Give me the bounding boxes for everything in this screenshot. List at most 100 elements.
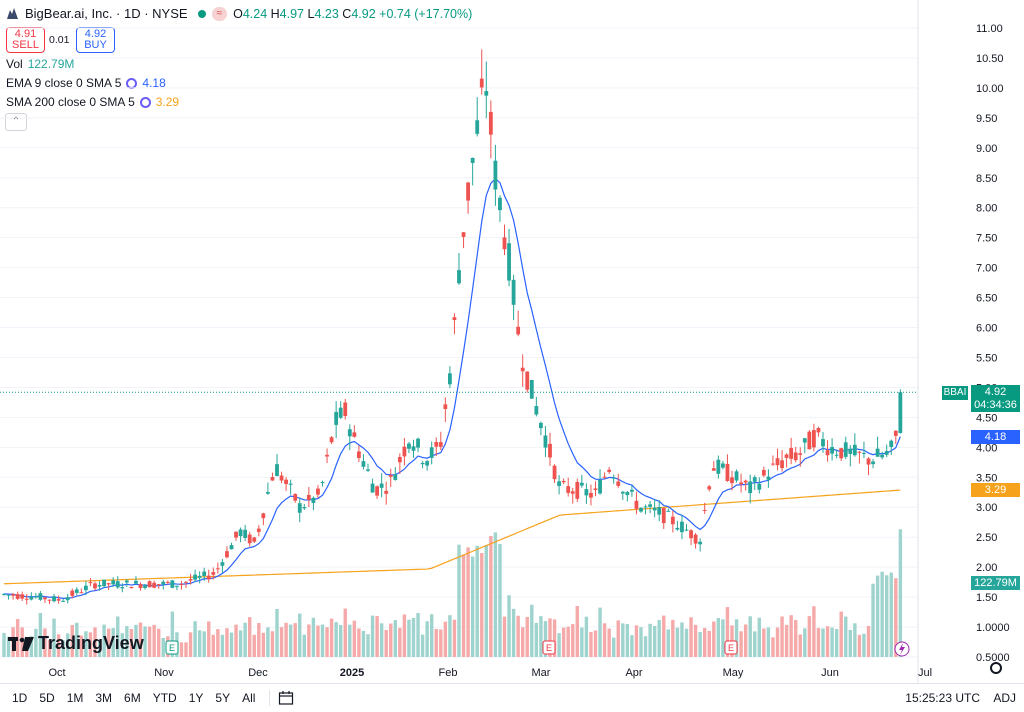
candle-body <box>193 574 197 580</box>
volume-bar <box>525 616 529 657</box>
indicator-value: 122.79M <box>27 57 75 71</box>
volume-bar <box>34 628 38 657</box>
branding-text: TradingView <box>38 633 144 653</box>
candle-body <box>138 583 143 589</box>
gear-icon[interactable] <box>990 662 1002 674</box>
calendar-range-icon[interactable] <box>278 690 294 706</box>
volume-bar <box>834 628 839 657</box>
candle-body <box>657 507 662 515</box>
volume-bar <box>548 618 552 657</box>
collapse-legend-button[interactable]: ⌃ <box>5 113 27 131</box>
volume-bar <box>284 622 288 657</box>
x-tick-label: Feb <box>439 667 458 679</box>
candle-body <box>175 585 179 587</box>
candle-body <box>579 482 584 486</box>
candle-body <box>97 584 102 587</box>
volume-bar <box>662 615 666 657</box>
range-3m[interactable]: 3M <box>95 691 113 705</box>
volume-bar <box>862 633 866 657</box>
indicator-volume[interactable]: Vol 122.79M <box>6 57 74 71</box>
range-1y[interactable]: 1Y <box>188 691 204 705</box>
volume-bar <box>84 631 88 657</box>
volume-bar <box>502 616 507 657</box>
indicator-sma[interactable]: SMA 200 close 0 SMA 5 3.29 <box>6 95 179 109</box>
candle-body <box>566 486 571 493</box>
countdown-tag: 04:34:36 <box>971 398 1020 412</box>
volume-bar <box>339 625 343 657</box>
volume-bar <box>243 622 247 657</box>
candle-body <box>689 530 693 539</box>
candle-body <box>252 537 257 542</box>
range-1m[interactable]: 1M <box>66 691 84 705</box>
earnings-flag-label: E <box>169 643 175 653</box>
x-tick-label: Jul <box>918 667 932 679</box>
candle-body <box>152 582 157 588</box>
candle-body <box>288 483 293 485</box>
volume-bar <box>20 627 24 657</box>
volume-bar <box>311 617 316 657</box>
volume-bar <box>480 552 484 657</box>
y-tick-label: 7.00 <box>976 263 997 275</box>
volume-bar <box>357 628 361 657</box>
candle-body <box>302 507 307 509</box>
volume-bar <box>120 633 124 657</box>
candle-body <box>170 580 175 588</box>
earnings-flag-icon <box>542 640 556 655</box>
volume-bar <box>325 627 329 657</box>
range-5d[interactable]: 5D <box>39 691 55 705</box>
range-ytd[interactable]: YTD <box>152 691 177 705</box>
candle-body <box>261 513 266 519</box>
candle-body <box>775 458 780 466</box>
range-5y[interactable]: 5Y <box>215 691 231 705</box>
volume-bar <box>298 613 302 657</box>
adj-toggle[interactable]: ADJ <box>993 691 1016 705</box>
candle-body <box>206 575 211 580</box>
volume-bar <box>716 618 721 657</box>
range-6m[interactable]: 6M <box>124 691 141 705</box>
volume-bar <box>79 635 84 657</box>
volume-bar <box>348 624 352 657</box>
volume-bar <box>757 617 761 657</box>
candle-body <box>866 458 871 465</box>
volume-bar <box>252 634 256 657</box>
tradingview-logo[interactable]: TradingView <box>8 633 144 654</box>
candle-body <box>834 454 839 456</box>
candle-body <box>730 477 734 484</box>
volume-bar <box>202 631 206 657</box>
candle-body <box>884 451 889 455</box>
open-value: 4.24 <box>242 6 268 21</box>
candle-body <box>284 479 288 485</box>
volume-bar <box>766 627 771 657</box>
candle-body <box>643 506 648 508</box>
volume-bar <box>334 622 338 657</box>
volume-bar <box>411 617 416 657</box>
volume-bar <box>398 627 402 657</box>
volume-bar <box>188 632 193 657</box>
volume-bar <box>803 628 807 657</box>
symbol-title[interactable]: BigBear.ai, Inc. · 1D · NYSE <box>25 6 188 21</box>
candle-body <box>570 491 575 494</box>
approx-badge[interactable]: ≈ <box>211 6 228 21</box>
candle-body <box>780 460 784 469</box>
volume-bar <box>575 606 579 657</box>
open-label: O <box>233 6 243 21</box>
candle-body <box>843 442 848 457</box>
volume-bar <box>848 629 852 657</box>
candle-body <box>575 481 580 499</box>
volume-bar <box>225 628 229 657</box>
candle-body <box>79 592 84 594</box>
candle-body <box>784 454 789 458</box>
volume-bar <box>102 624 106 657</box>
range-all[interactable]: All <box>242 691 256 705</box>
indicator-ema[interactable]: EMA 9 close 0 SMA 5 4.18 <box>6 76 166 90</box>
symbol-header: BigBear.ai, Inc. · 1D · NYSE ≈ O4.24 H4.… <box>6 6 472 21</box>
volume-bar <box>507 595 511 657</box>
change-value: +0.74 (+17.70%) <box>379 6 473 21</box>
volume-bar <box>875 575 880 657</box>
range-1d[interactable]: 1D <box>12 691 28 705</box>
candle-body <box>338 407 343 418</box>
utc-clock[interactable]: 15:25:23 UTC <box>905 691 980 705</box>
volume-bar <box>498 543 502 657</box>
buy-price: 4.92 <box>84 28 107 40</box>
